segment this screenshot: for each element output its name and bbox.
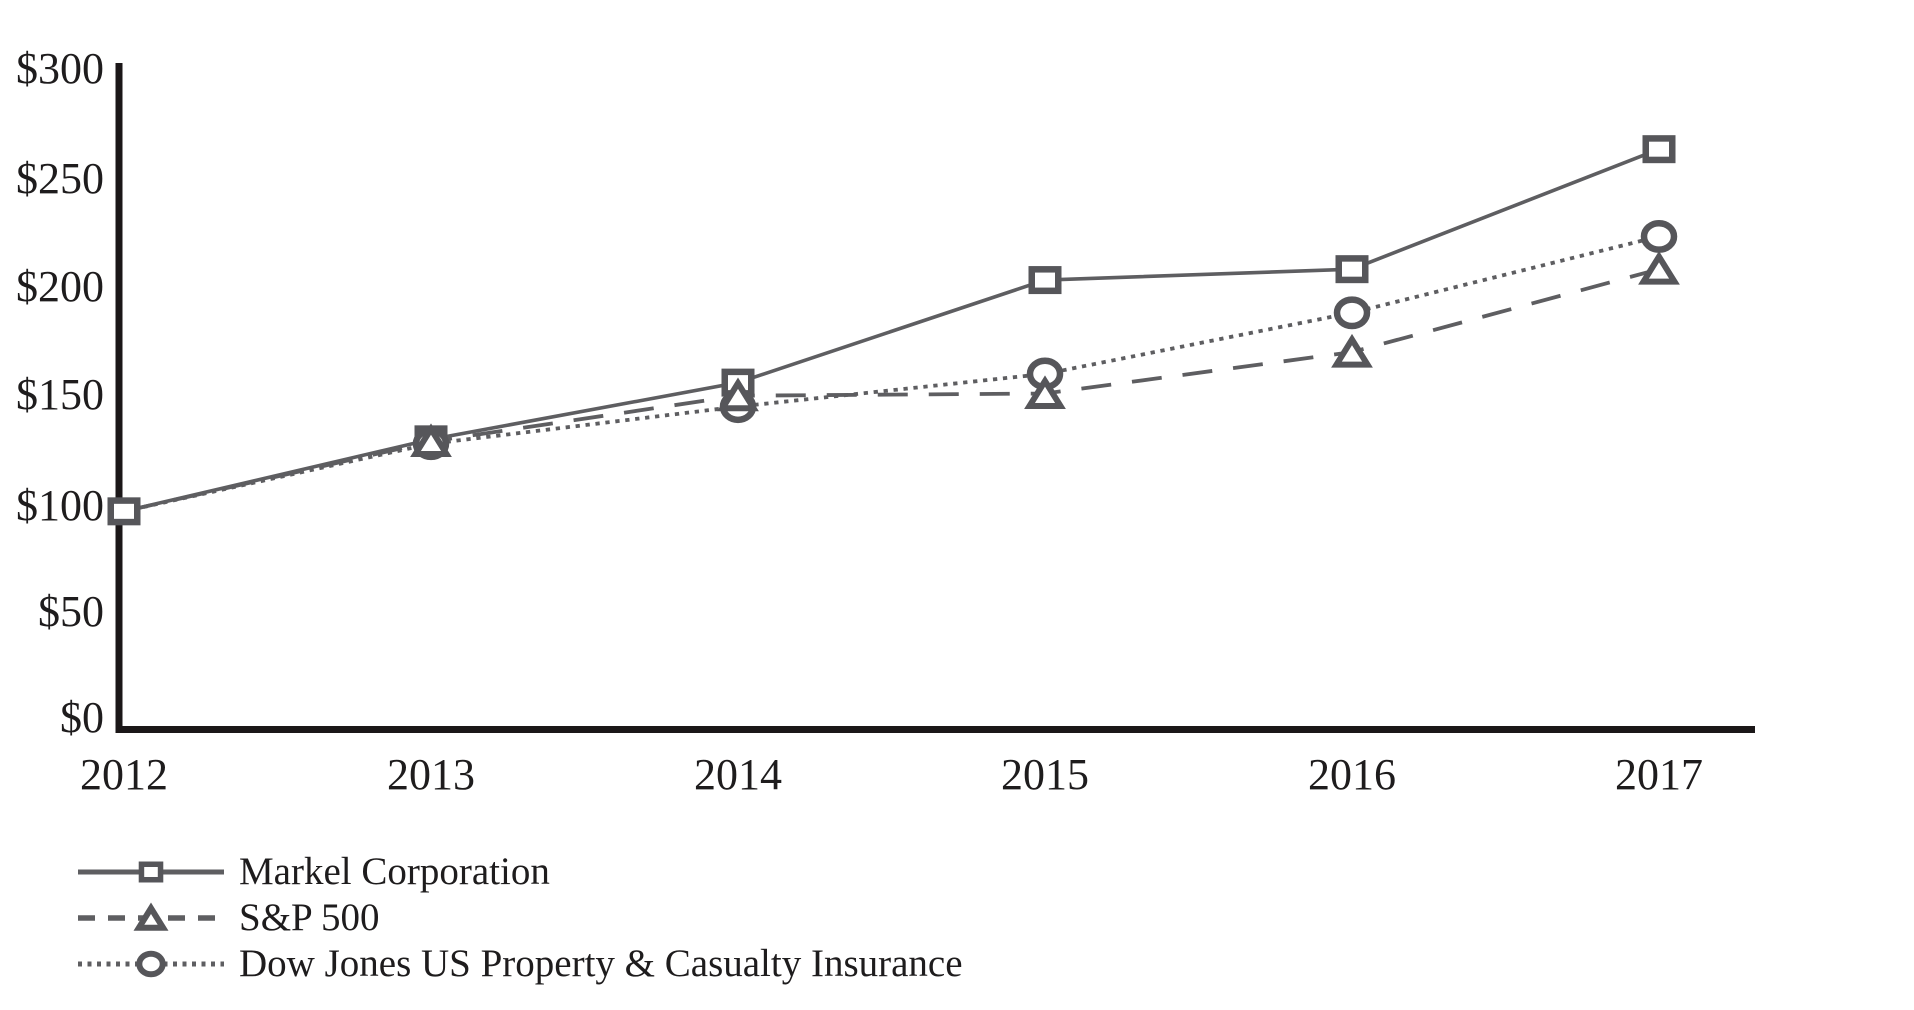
legend-sample-dashed-triangle — [78, 902, 224, 931]
legend-sample-solid-square — [78, 861, 224, 883]
marker-square — [1642, 135, 1676, 164]
y-tick-label: $0 — [60, 693, 104, 742]
x-tick-label: 2017 — [1615, 750, 1703, 799]
series-line-dashed — [123, 267, 1660, 514]
x-tick-label: 2012 — [80, 750, 168, 799]
legend-item-markel-corporation: Markel Corporation — [78, 849, 963, 895]
marker-circle — [136, 950, 166, 978]
marker-circle — [1333, 296, 1371, 330]
y-tick-label: $300 — [16, 44, 104, 93]
marker-square — [1028, 266, 1062, 295]
legend-label: S&P 500 — [239, 896, 380, 939]
series-line-solid — [123, 147, 1660, 514]
marker-square — [138, 861, 164, 883]
chart-legend: Markel Corporation S&P 500 Dow Jones US … — [78, 849, 963, 987]
marker-triangle — [1638, 250, 1680, 285]
y-tick-label: $50 — [38, 587, 104, 636]
x-axis-tick-labels: 2012 2013 2014 2015 2016 2017 — [80, 750, 1703, 799]
legend-label: Dow Jones US Property & Casualty Insuran… — [239, 942, 963, 985]
series-lines — [123, 147, 1660, 514]
series-markers — [107, 135, 1680, 526]
marker-triangle — [133, 902, 169, 931]
legend-sample-dotted-circle — [78, 950, 224, 978]
marker-triangle — [1024, 375, 1066, 410]
marker-triangle — [410, 423, 452, 458]
x-tick-label: 2015 — [1001, 750, 1089, 799]
marker-triangle — [1331, 333, 1373, 368]
y-axis-tick-labels: $300 $250 $200 $150 $100 $50 $0 — [16, 44, 104, 742]
marker-triangle — [717, 377, 759, 412]
x-tick-label: 2013 — [387, 750, 475, 799]
y-tick-label: $200 — [16, 262, 104, 311]
legend-item-sp-500: S&P 500 — [78, 895, 963, 941]
legend-item-dow-jones-us-pc-insurance: Dow Jones US Property & Casualty Insuran… — [78, 941, 963, 987]
legend-label: Markel Corporation — [239, 850, 550, 893]
y-tick-label: $250 — [16, 154, 104, 203]
y-tick-label: $100 — [16, 481, 104, 530]
y-tick-label: $150 — [16, 370, 104, 419]
marker-square — [107, 497, 141, 526]
marker-square — [1335, 255, 1369, 284]
marker-circle — [1640, 219, 1678, 253]
x-tick-label: 2014 — [694, 750, 782, 799]
series-line-dotted — [123, 234, 1660, 514]
x-tick-label: 2016 — [1308, 750, 1396, 799]
